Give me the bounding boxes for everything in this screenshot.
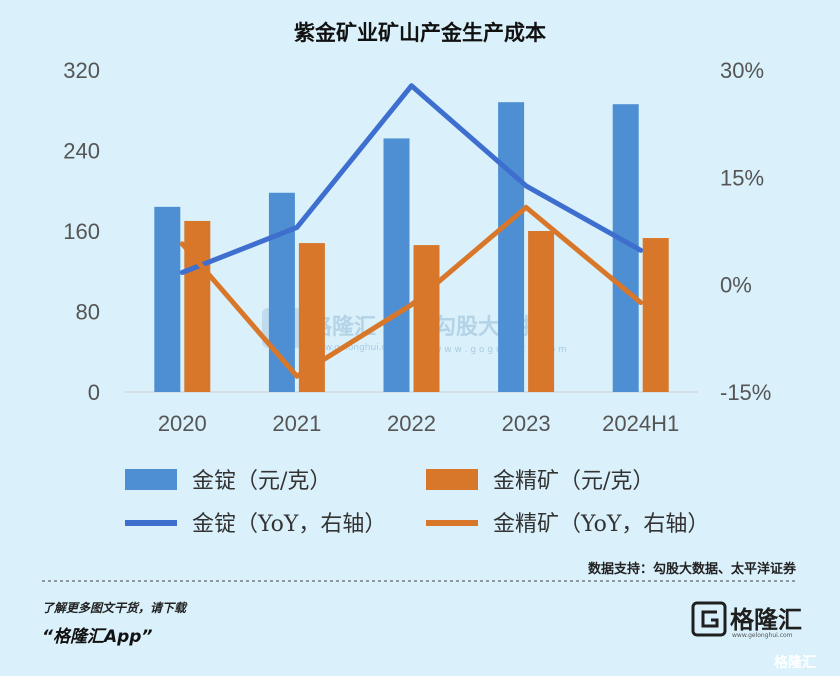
bar-gold-ingot-2020 [154, 206, 181, 392]
y-right-tick-label: 0% [720, 273, 752, 298]
plot-area [125, 83, 698, 393]
y-left-tick-label: 320 [63, 58, 100, 83]
chart-title: 紫金矿业矿山产金生产成本 [294, 21, 546, 45]
legend: 金锭（元/克） 金精矿（元/克） 金锭（YoY，右轴） 金精矿（YoY，右轴） [125, 469, 709, 537]
legend-item-gold-concentrate: 金精矿（元/克） [426, 469, 654, 494]
bar-gold-concentrate-2020 [184, 220, 211, 392]
brand-g-icon [691, 601, 727, 637]
bar-gold-concentrate-2024H1 [642, 238, 669, 392]
bar-gold-concentrate-2023 [528, 231, 555, 392]
bar-gold-concentrate-2022 [413, 245, 440, 392]
legend-swatch-bar-blue [125, 469, 177, 490]
bar-gold-ingot-2022 [383, 138, 410, 392]
x-tick-label: 2023 [502, 411, 551, 436]
legend-label: 金锭（元/克） [192, 469, 331, 494]
y-left-tick-label: 0 [88, 380, 100, 405]
legend-item-gold-concentrate-yoy: 金精矿（YoY，右轴） [426, 512, 709, 537]
y-axis-right: 30% 15% 0% -15% [720, 58, 771, 405]
brand-name: 格隆汇 [730, 606, 802, 634]
brand-url: www.gelonghui.com [732, 632, 793, 639]
source-note: 数据支持：勾股大数据、太平洋证券 [588, 561, 797, 577]
x-tick-label: 2022 [387, 411, 436, 436]
x-tick-label: 2021 [272, 411, 321, 436]
series-line-gold-concentrate-yoy [179, 204, 644, 379]
legend-swatch-bar-orange [426, 469, 478, 490]
legend-label: 金精矿（元/克） [493, 469, 654, 494]
y-left-tick-label: 80 [76, 300, 100, 325]
watermark-left-sub: www.gelonghui.com [310, 343, 401, 353]
corner-watermark: 格隆汇 [774, 654, 816, 671]
legend-item-gold-ingot-yoy: 金锭（YoY，右轴） [125, 512, 386, 537]
y-right-tick-label: -15% [720, 380, 771, 405]
x-tick-label: 2020 [158, 411, 207, 436]
footer-app-name: “格隆汇App” [42, 627, 152, 647]
legend-item-gold-ingot: 金锭（元/克） [125, 469, 331, 494]
y-axis-left: 320 240 160 80 0 [63, 58, 100, 405]
y-right-tick-label: 15% [720, 165, 764, 190]
x-tick-label: 2024H1 [602, 411, 679, 436]
legend-label: 金锭（YoY，右轴） [192, 512, 386, 537]
x-axis: 2020 2021 2022 2023 2024H1 [158, 411, 679, 436]
legend-label: 金精矿（YoY，右轴） [493, 512, 709, 537]
brand-logo: 格隆汇 www.gelonghui.com [691, 601, 802, 639]
y-left-tick-label: 240 [63, 139, 100, 164]
bar-gold-ingot-2023 [498, 102, 525, 392]
y-right-tick-label: 30% [720, 58, 764, 83]
y-left-tick-label: 160 [63, 219, 100, 244]
footer-promo: 了解更多图文干货，请下载 [42, 601, 188, 615]
corner-watermark-text: 格隆汇 [774, 654, 816, 671]
watermark-right: 勾股大数据 [434, 314, 544, 340]
brand-g-glyph-icon [701, 610, 719, 628]
series-line-gold-ingot-yoy [179, 83, 644, 276]
